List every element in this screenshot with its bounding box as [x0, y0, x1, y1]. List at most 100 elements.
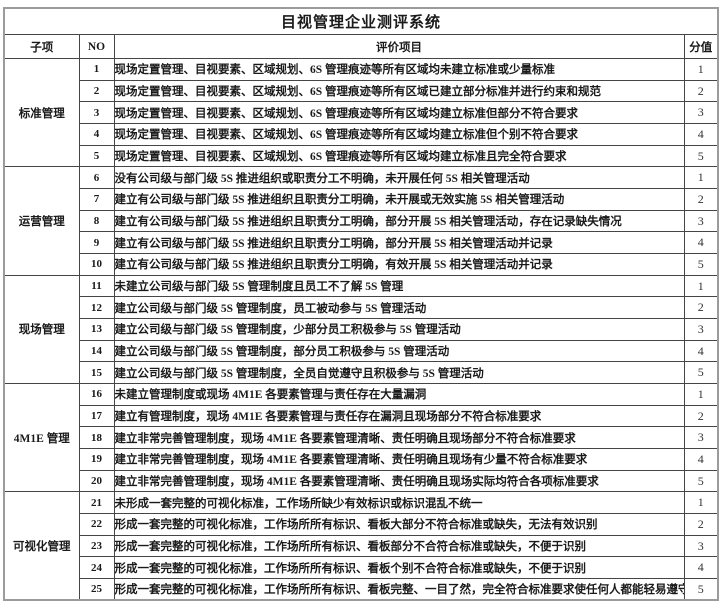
evaluation-table-body: 标准管理 1 现场定置管理、目视要素、区域规划、6S 管理痕迹等所有区域均未建立标准…: [3, 57, 719, 601]
table-row: 23 形成一套完整的可视化标准，工作场所所有标识、看板部分不合符合标准或缺失，不便…: [4, 534, 719, 558]
table-row: 17 建立有管理制度，现场 4M1E 各要素管理与责任存在漏洞且现场部分不符合标准…: [4, 404, 719, 428]
group-label-cell: 可视化管理: [3, 491, 80, 601]
score-value-cell: 4: [683, 556, 719, 580]
row-number-cell: 19: [78, 448, 115, 471]
evaluation-item-cell: 现场定置管理、目视要素、区域规划、6S 管理痕迹等所有区域均建立标准但部分不符合…: [113, 101, 685, 125]
row-number-cell: 13: [78, 318, 115, 341]
evaluation-item-cell: 建立有公司级与部门级 5S 推进组织且职责分工明确，有效开展 5S 相关管理活动…: [113, 253, 685, 276]
row-number-cell: 8: [78, 209, 115, 233]
column-header-score: 分值: [683, 34, 719, 59]
group-label-cell: 现场管理: [3, 274, 80, 385]
title-row: 目视管理企业测评系统: [3, 7, 719, 35]
row-number-cell: 1: [78, 58, 115, 81]
table-row: 22 形成一套完整的可视化标准，工作场所所有标识、看板大部分不符合标准或缺失，无法…: [4, 513, 719, 536]
row-number-cell: 21: [78, 491, 115, 515]
evaluation-item-cell: 建立非常完善管理制度，现场 4M1E 各要素管理清晰、责任明确且现场实际均符合各…: [113, 469, 685, 493]
row-number-cell: 14: [78, 339, 115, 363]
score-value-cell: 4: [683, 231, 719, 255]
score-value-cell: 1: [683, 166, 719, 190]
row-number-cell: 3: [78, 101, 115, 125]
row-number-cell: 7: [78, 188, 115, 211]
row-number-cell: 18: [78, 426, 115, 450]
score-value-cell: 5: [683, 144, 719, 168]
table-row: 现场管理 11 未建立公司级与部门级 5S 管理制度且员工不了解 5S 管理 1: [3, 274, 719, 385]
row-number-cell: 20: [78, 469, 115, 493]
table-row: 15 建立公司级与部门级 5S 管理制度，全员自觉遵守且积极参与 5S 管理活动 5: [4, 361, 719, 385]
score-value-cell: 3: [683, 101, 719, 125]
score-value-cell: 4: [683, 339, 719, 363]
score-value-cell: 5: [683, 253, 719, 276]
row-number-cell: 10: [78, 253, 115, 276]
evaluation-item-cell: 建立有管理制度，现场 4M1E 各要素管理与责任存在漏洞且现场部分不符合标准要求: [113, 404, 685, 428]
evaluation-item-cell: 现场定置管理、目视要素、区域规划、6S 管理痕迹等所有区域均未建立标准或少量标准: [113, 58, 685, 81]
row-number-cell: 12: [78, 296, 115, 320]
page-title: 目视管理企业测评系统: [3, 7, 719, 35]
column-header-sub-item: 子项: [3, 34, 80, 59]
column-header-no: NO: [78, 34, 115, 59]
row-number-cell: 23: [78, 534, 115, 558]
row-number-cell: 4: [78, 123, 115, 146]
evaluation-item-cell: 建立公司级与部门级 5S 管理制度，全员自觉遵守且积极参与 5S 管理活动: [113, 361, 685, 385]
evaluation-item-cell: 未建立公司级与部门级 5S 管理制度且员工不了解 5S 管理: [113, 274, 685, 298]
score-value-cell: 5: [683, 578, 719, 601]
row-number-cell: 5: [78, 144, 115, 168]
table-row: 20 建立非常完善管理制度，现场 4M1E 各要素管理清晰、责任明确且现场实际均符…: [4, 469, 719, 493]
evaluation-item-cell: 建立公司级与部门级 5S 管理制度，少部分员工积极参与 5S 管理活动: [113, 318, 685, 341]
score-value-cell: 1: [683, 274, 719, 298]
score-value-cell: 2: [683, 513, 719, 536]
score-value-cell: 2: [683, 79, 719, 103]
table-row: 14 建立公司级与部门级 5S 管理制度，部分员工积极参与 5S 管理活动 4: [4, 339, 719, 363]
score-value-cell: 5: [683, 469, 719, 493]
score-value-cell: 4: [683, 123, 719, 146]
score-value-cell: 1: [683, 491, 719, 515]
row-number-cell: 11: [78, 274, 115, 298]
score-value-cell: 3: [683, 426, 719, 450]
evaluation-item-cell: 建立公司级与部门级 5S 管理制度，员工被动参与 5S 管理活动: [113, 296, 685, 320]
evaluation-item-cell: 现场定置管理、目视要素、区域规划、6S 管理痕迹等所有区域已建立部分标准并进行约…: [113, 79, 685, 103]
evaluation-item-cell: 形成一套完整的可视化标准，工作场所所有标识、看板大部分不符合标准或缺失，无法有效…: [113, 513, 685, 536]
table-row: 9 建立有公司级与部门级 5S 推进组织且职责分工明确，部分开展 5S 相关管理活…: [4, 231, 719, 255]
table-row: 10 建立有公司级与部门级 5S 推进组织且职责分工明确，有效开展 5S 相关管理…: [4, 253, 719, 276]
evaluation-item-cell: 建立非常完善管理制度，现场 4M1E 各要素管理清晰、责任明确且现场部分不符合标…: [113, 426, 685, 450]
table-row: 24 形成一套完整的可视化标准，工作场所所有标识、看板个别不合符合标准或缺失，不便…: [4, 556, 719, 580]
evaluation-item-cell: 形成一套完整的可视化标准，工作场所所有标识、看板部分不合符合标准或缺失，不便于识…: [113, 534, 685, 558]
evaluation-item-cell: 形成一套完整的可视化标准，工作场所所有标识、看板个别不合符合标准或缺失，不便于识…: [113, 556, 685, 580]
row-number-cell: 9: [78, 231, 115, 255]
table-row: 5 现场定置管理、目视要素、区域规划、6S 管理痕迹等所有区域均建立标准且完全符合…: [4, 144, 719, 168]
evaluation-item-cell: 未建立管理制度或现场 4M1E 各要素管理与责任存在大量漏洞: [113, 383, 685, 406]
row-number-cell: 16: [78, 383, 115, 406]
score-value-cell: 3: [683, 318, 719, 341]
row-number-cell: 6: [78, 166, 115, 190]
score-value-cell: 2: [683, 296, 719, 320]
score-value-cell: 2: [683, 404, 719, 428]
table-row: 4 现场定置管理、目视要素、区域规划、6S 管理痕迹等所有区域均建立标准但个别不符…: [4, 123, 719, 146]
score-value-cell: 3: [683, 209, 719, 233]
table-row: 标准管理 1 现场定置管理、目视要素、区域规划、6S 管理痕迹等所有区域均未建立标准…: [3, 57, 719, 168]
evaluation-item-cell: 建立有公司级与部门级 5S 推进组织且职责分工明确，部分开展 5S 相关管理活动…: [113, 231, 685, 255]
row-number-cell: 17: [78, 404, 115, 428]
table-row: 25 形成一套完整的可视化标准，工作场所所有标识、看板完整、一目了然，完全符合标准…: [4, 578, 719, 601]
table-row: 19 建立非常完善管理制度，现场 4M1E 各要素管理清晰、责任明确且现场有少量不…: [4, 448, 719, 471]
evaluation-item-cell: 没有公司级与部门级 5S 推进组织或职责分工不明确，未开展任何 5S 相关管理活…: [113, 166, 685, 190]
table-row: 8 建立有公司级与部门级 5S 推进组织且职责分工明确，部分开展 5S 相关管理活…: [4, 209, 719, 233]
score-value-cell: 1: [683, 383, 719, 406]
evaluation-item-cell: 建立有公司级与部门级 5S 推进组织且职责分工明确，部分开展 5S 相关管理活动…: [113, 209, 685, 233]
table-row: 运营管理 6 没有公司级与部门级 5S 推进组织或职责分工不明确，未开展任何 5S …: [3, 166, 719, 276]
score-value-cell: 2: [683, 188, 719, 211]
group-label-cell: 标准管理: [3, 57, 80, 168]
score-value-cell: 3: [683, 534, 719, 558]
evaluation-table: 目视管理企业测评系统 子项 NO 评价项目 分值 标准管理 1 现场定置管理、目视要…: [3, 7, 720, 602]
table-row: 4M1E 管理 16 未建立管理制度或现场 4M1E 各要素管理与责任存在大量漏洞 1: [3, 383, 719, 493]
table-row: 13 建立公司级与部门级 5S 管理制度，少部分员工积极参与 5S 管理活动 3: [4, 318, 719, 341]
score-value-cell: 5: [683, 361, 719, 385]
table-row: 7 建立有公司级与部门级 5S 推进组织且职责分工明确，未开展或无效实施 5S 相…: [4, 188, 719, 211]
row-number-cell: 15: [78, 361, 115, 385]
score-value-cell: 4: [683, 448, 719, 471]
group-label-cell: 运营管理: [3, 166, 80, 276]
evaluation-item-cell: 未形成一套完整的可视化标准，工作场所缺少有效标识或标识混乱不统一: [113, 491, 685, 515]
row-number-cell: 22: [78, 513, 115, 536]
table-row: 可视化管理 21 未形成一套完整的可视化标准，工作场所缺少有效标识或标识混乱不统一 1: [3, 491, 719, 601]
row-number-cell: 2: [78, 79, 115, 103]
score-value-cell: 1: [683, 58, 719, 81]
